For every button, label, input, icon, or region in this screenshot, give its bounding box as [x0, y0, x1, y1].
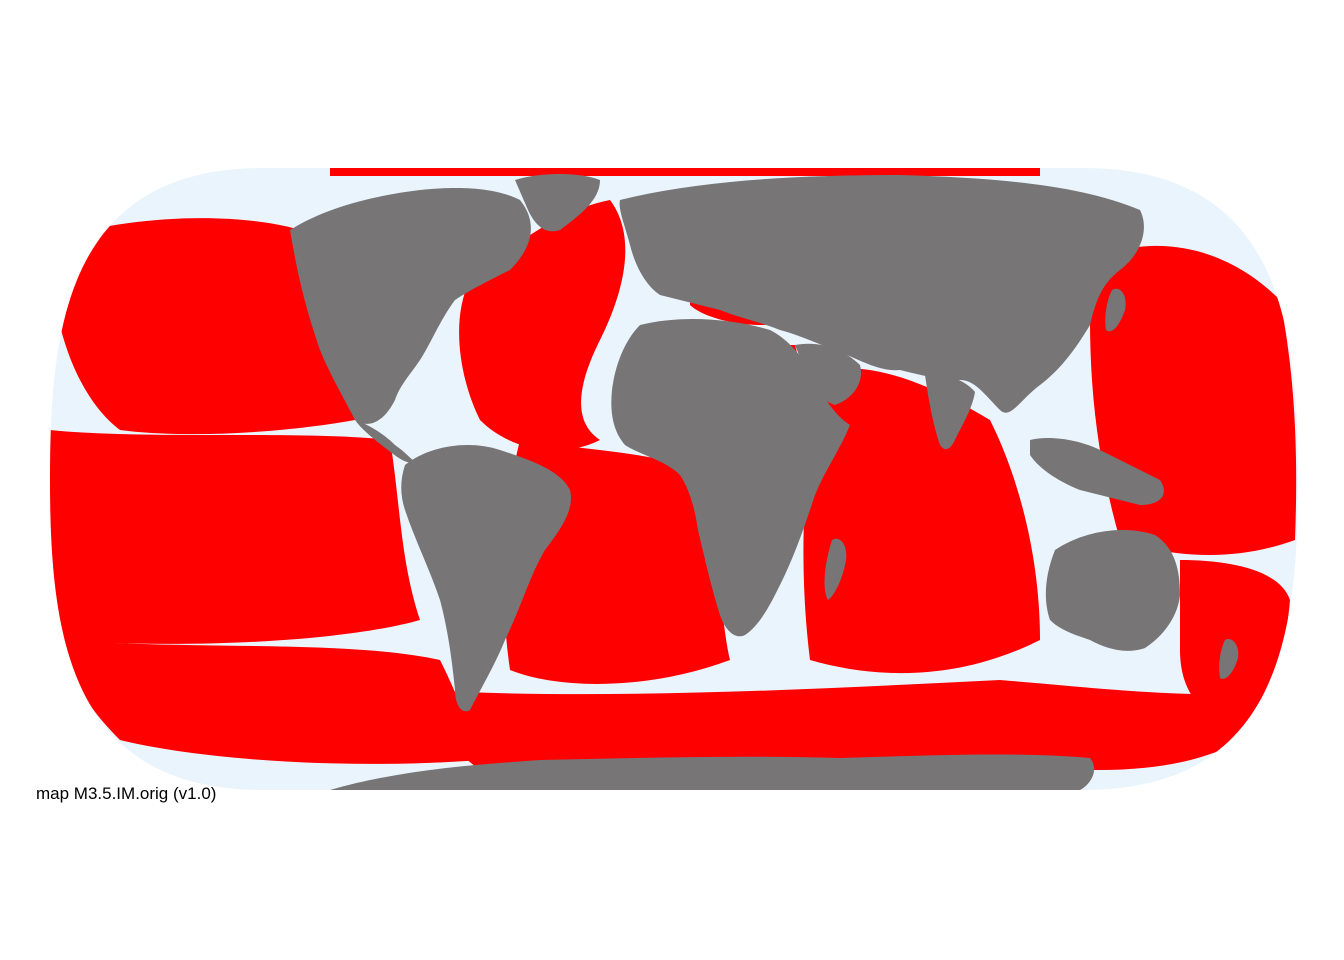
land-south-america	[401, 445, 571, 712]
land-india	[925, 374, 975, 450]
land-layer	[290, 174, 1239, 790]
land-southeast-asia	[1030, 438, 1164, 505]
land-eurasia	[619, 175, 1144, 413]
land-australia	[1045, 530, 1180, 651]
land-arabia	[795, 343, 861, 405]
feature-arctic-rim	[330, 168, 1040, 176]
feature-indian-ocean	[803, 368, 1040, 674]
land-new-zealand	[1219, 639, 1239, 679]
land-japan	[1105, 288, 1126, 332]
feature-pacific-south	[60, 640, 480, 764]
land-africa	[611, 318, 850, 637]
land-madagascar	[824, 538, 847, 600]
land-greenland	[515, 174, 600, 232]
feature-tasman	[1180, 560, 1290, 720]
map-caption: map M3.5.IM.orig (v1.0)	[36, 784, 217, 803]
feature-southern-ocean	[420, 680, 1280, 770]
feature-pacific-central	[50, 430, 420, 644]
feature-pacific-north	[50, 218, 355, 435]
feature-layer	[50, 168, 1297, 770]
land-north-america	[290, 188, 531, 424]
land-antarctica	[330, 754, 1095, 790]
land-central-america	[355, 420, 415, 463]
